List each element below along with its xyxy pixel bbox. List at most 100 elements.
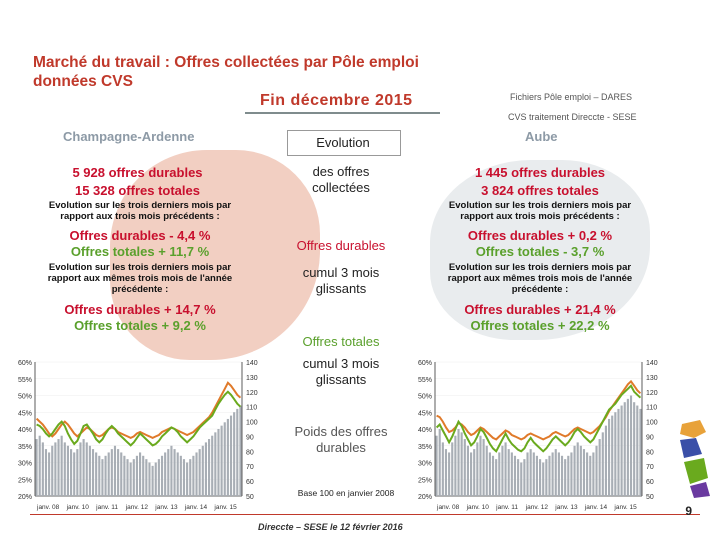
right-chart-ytick-right: 50 xyxy=(646,494,654,501)
right-chart-ytick-left: 50% xyxy=(418,394,432,401)
right-note1: Evolution sur les trois derniers mois pa… xyxy=(448,200,632,222)
left-chart-bar xyxy=(217,429,220,496)
right-chart-bar xyxy=(479,435,482,496)
right-chart-bar xyxy=(629,395,633,496)
right-chart-bar xyxy=(589,455,592,496)
left-chart-ytick-right: 140 xyxy=(246,360,258,367)
chart-left: 20% 25% 30% 35% 40% 45% 50% 55% 60% 50 60 70 80 90 100… xyxy=(5,356,280,514)
right-chart-ytick-left: 45% xyxy=(418,410,432,417)
right-chart-xtick: janv. 13 xyxy=(554,504,578,511)
left-chart-bar xyxy=(148,462,151,496)
right-chart-bar xyxy=(473,449,476,496)
left-chart-bar xyxy=(179,455,182,496)
left-chart-bar xyxy=(135,455,138,496)
left-chart-bar xyxy=(145,459,148,496)
right-chart-bar xyxy=(513,455,517,496)
left-chart-bar xyxy=(182,459,186,496)
mid-cumul1: cumul 3 mois glissants xyxy=(302,265,380,296)
left-chart-bar xyxy=(132,459,135,496)
right-chart-bar xyxy=(614,412,617,496)
left-chart-bar xyxy=(63,442,66,496)
left-chart-bar xyxy=(101,459,104,496)
right-chart-bar xyxy=(463,439,466,496)
right-pct1-totales: Offres totales - 3,7 % xyxy=(475,244,605,259)
right-chart-bar xyxy=(567,455,570,496)
mid-offres-durables: Offres durables xyxy=(296,238,386,253)
left-region-name: Champagne-Ardenne xyxy=(63,129,195,144)
right-chart-ytick-right: 70 xyxy=(646,464,654,471)
right-chart-bar xyxy=(545,459,548,496)
right-chart-ytick-left: 40% xyxy=(418,427,432,434)
left-chart-bar xyxy=(104,455,107,496)
right-chart-bar xyxy=(507,449,510,496)
right-chart-bar xyxy=(573,445,576,496)
left-chart-ytick-right: 120 xyxy=(246,390,258,397)
right-chart-ytick-left: 55% xyxy=(418,377,432,384)
left-chart-ytick-right: 130 xyxy=(246,375,258,382)
right-chart-bar xyxy=(510,452,513,496)
right-chart-bar xyxy=(611,415,614,496)
left-chart-bar xyxy=(154,462,157,496)
left-chart-bar xyxy=(85,442,88,496)
right-chart-bar xyxy=(633,402,636,496)
right-chart-ytick-left: 35% xyxy=(418,444,432,451)
left-chart-bar xyxy=(107,452,110,496)
left-chart-bar xyxy=(236,408,239,496)
left-chart-ytick-right: 70 xyxy=(246,464,254,471)
right-chart-bar xyxy=(582,449,586,496)
right-chart-bar xyxy=(586,452,589,496)
left-chart-bar xyxy=(220,425,223,496)
left-chart-xtick: janv. 11 xyxy=(95,504,118,511)
left-chart-bar xyxy=(44,449,48,496)
mid-evolution: Evolution xyxy=(316,135,370,150)
period-label: Fin décembre 2015 xyxy=(260,92,413,109)
left-chart-bar xyxy=(41,442,44,496)
chart-right-svg: 20% 25% 30% 35% 40% 45% 50% 55% 60% 50 60 70 80 90 100… xyxy=(418,360,658,511)
left-chart-bar xyxy=(189,459,192,496)
left-chart-bar xyxy=(186,462,189,496)
evolution-box xyxy=(287,130,401,156)
right-chart-ytick-right: 80 xyxy=(646,449,654,456)
left-chart-bar xyxy=(91,449,95,496)
left-chart-ytick-right: 60 xyxy=(246,479,254,486)
left-chart-bar xyxy=(164,452,167,496)
right-chart-bar xyxy=(491,455,495,496)
mid-offres-totales: Offres totales xyxy=(302,334,380,349)
left-pct1-totales: Offres totales + 11,7 % xyxy=(70,244,210,259)
right-pct1-durables: Offres durables + 0,2 % xyxy=(467,228,613,243)
right-chart-ytick-right: 90 xyxy=(646,434,654,441)
left-chart-bar xyxy=(160,455,164,496)
left-chart-xtick: janv. 10 xyxy=(66,504,90,511)
left-chart-bar xyxy=(170,445,173,496)
right-chart-bar xyxy=(476,442,479,496)
right-pct2-durables: Offres durables + 21,4 % xyxy=(464,302,616,317)
left-chart-xtick: janv. 14 xyxy=(184,504,208,511)
left-chart-bar xyxy=(76,449,79,496)
right-chart-bar xyxy=(448,452,451,496)
right-chart-bar xyxy=(539,459,542,496)
right-chart-xtick: janv. 12 xyxy=(525,504,549,511)
left-chart-ytick-right: 50 xyxy=(246,494,254,501)
right-chart-bar xyxy=(554,449,557,496)
chart-left-svg: 20% 25% 30% 35% 40% 45% 50% 55% 60% 50 60 70 80 90 100… xyxy=(18,360,258,511)
left-chart-bar xyxy=(157,459,160,496)
left-chart-bar xyxy=(226,418,229,496)
left-chart-bar xyxy=(229,415,233,496)
left-chart-ytick-right: 100 xyxy=(246,420,258,427)
right-chart-bar xyxy=(523,459,526,496)
left-chart-bar xyxy=(79,442,82,496)
left-chart-ytick-left: 30% xyxy=(18,461,32,468)
left-pct2-totales: Offres totales + 9,2 % xyxy=(74,318,206,333)
right-chart-bar xyxy=(488,452,491,496)
right-chart-bar xyxy=(579,445,582,496)
left-chart-bar xyxy=(70,449,73,496)
left-chart-series-durables xyxy=(35,381,242,440)
right-chart-bar xyxy=(532,452,535,496)
left-chart-xtick: janv. 13 xyxy=(154,504,178,511)
chart-right: 20% 25% 30% 35% 40% 45% 50% 55% 60% 50 60 70 80 90 100… xyxy=(405,356,680,514)
right-chart-bar xyxy=(548,455,551,496)
right-chart-bar xyxy=(617,408,620,496)
left-chart-ytick-left: 60% xyxy=(18,360,32,367)
left-pct2-durables: Offres durables + 14,7 % xyxy=(64,302,216,317)
left-chart-ytick-left: 45% xyxy=(18,410,32,417)
